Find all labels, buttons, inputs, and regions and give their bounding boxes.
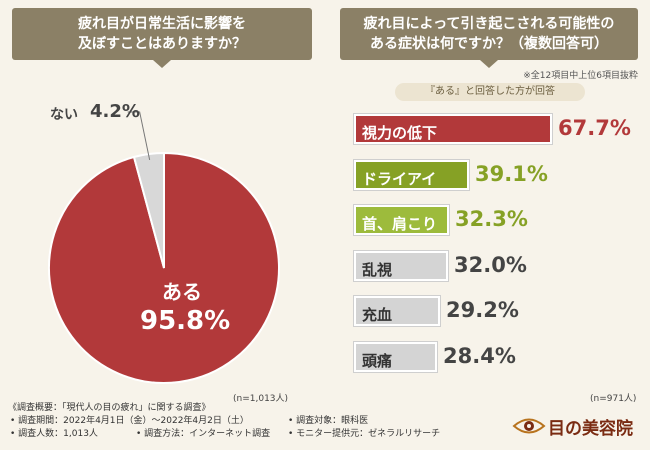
- bar: 首、肩こり: [354, 205, 449, 235]
- bar-value-label: 29.2%: [446, 298, 519, 322]
- bar-value-label: 39.1%: [475, 161, 548, 186]
- bar-row: 頭痛 28.4%: [354, 341, 644, 376]
- bar-label: 充血: [362, 306, 393, 324]
- banner-arrow: [153, 60, 171, 68]
- bar-value-label: 32.3%: [455, 207, 528, 231]
- pie-label-nai: ない: [50, 107, 78, 123]
- right-question-line2: ある症状は何ですか？（複数回答可）: [370, 36, 608, 52]
- bar-chart: 視力の低下 67.7% ドライアイ 39.1% 首、肩こり 32.3% 乱視 32.0% 充血 2…: [354, 114, 644, 386]
- pie-sample-size: (n=1,013人): [233, 394, 289, 404]
- survey-target: • 調査対象：眼科医: [288, 416, 369, 426]
- bar: ドライアイ: [354, 159, 469, 190]
- pie-leader-line: [127, 111, 151, 161]
- left-question-line2: 及ぼすことはありますか？: [78, 36, 246, 52]
- eye-icon: [512, 418, 546, 434]
- bar: 充血: [354, 296, 440, 326]
- bar-label: 首、肩こり: [362, 215, 438, 233]
- brand-logo: 目の美容院: [512, 410, 640, 442]
- bar-value-label: 28.4%: [443, 343, 516, 368]
- right-question-banner: 疲れ目によって引き起こされる可能性の ある症状は何ですか？（複数回答可）: [340, 8, 638, 68]
- banner-arrow: [480, 60, 498, 68]
- left-question-line1: 疲れ目が日常生活に影響を: [78, 16, 246, 32]
- bar-label: 頭痛: [362, 351, 393, 370]
- answer-condition-pill: 『ある』と回答した方が回答: [395, 83, 585, 101]
- bar-label: 乱視: [362, 260, 393, 279]
- right-question-line1: 疲れ目によって引き起こされる可能性の: [363, 16, 615, 32]
- pie-value-nai: 4.2%: [90, 101, 140, 122]
- survey-title: 《調査概要：「現代人の目の疲れ」に関する調査》: [8, 403, 211, 413]
- bar: 頭痛: [354, 341, 437, 372]
- pie-label-aru: ある: [162, 280, 202, 304]
- survey-people: • 調査人数：1,013人: [10, 429, 98, 439]
- bar-row: 視力の低下 67.7%: [354, 114, 644, 148]
- bar-row: 首、肩こり 32.3%: [354, 205, 644, 239]
- bar-row: ドライアイ 39.1%: [354, 159, 644, 194]
- survey-period: • 調査期間：2022年4月1日（金）～2022年4月2日（土）: [10, 416, 249, 426]
- bar-value-label: 67.7%: [558, 116, 631, 140]
- logo-text: 目の美容院: [548, 418, 633, 439]
- bar-row: 充血 29.2%: [354, 296, 644, 330]
- bar-label: ドライアイ: [362, 169, 437, 188]
- bar-value-label: 32.0%: [454, 252, 527, 277]
- left-question-banner: 疲れ目が日常生活に影響を 及ぼすことはありますか？: [12, 8, 312, 68]
- bar-row: 乱視 32.0%: [354, 250, 644, 285]
- bar: 乱視: [354, 250, 448, 281]
- excerpt-note: ※全12項目中上位6項目抜粋: [523, 71, 638, 81]
- pie-chart: [48, 111, 280, 384]
- survey-provider: • モニター提供元：ゼネラルリサーチ: [288, 429, 441, 439]
- bar: 視力の低下: [354, 114, 552, 144]
- pie-value-aru: 95.8%: [140, 306, 231, 336]
- bar-label: 視力の低下: [362, 124, 438, 142]
- survey-method: • 調査方法：インターネット調査: [136, 429, 271, 439]
- bar-sample-size: (n=971人): [590, 394, 637, 404]
